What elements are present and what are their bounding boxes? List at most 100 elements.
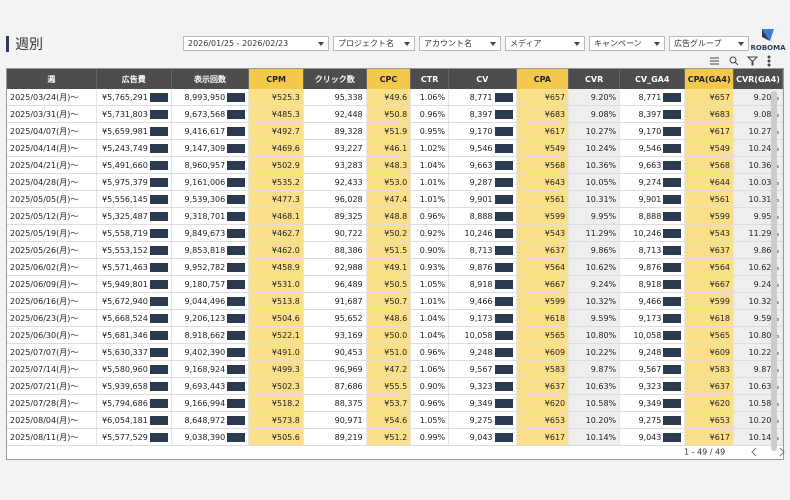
cell-value: 0.96% (419, 109, 446, 119)
cell-value: 2025/06/02(月)～ (10, 262, 79, 272)
table-cell: 10.80% (733, 326, 783, 344)
cell-value: ¥549 (709, 143, 731, 153)
cell-value: 96,969 (334, 364, 363, 374)
table-cell: ¥49.6 (366, 89, 412, 106)
filter-dropdown[interactable]: 広告グループ (669, 36, 749, 51)
cell-value: 1.02% (419, 143, 446, 153)
cell-bar (494, 330, 513, 340)
cell-value: ¥5,580,960 (102, 364, 148, 374)
cell-value: 9,402,390 (184, 347, 226, 357)
table-cell: ¥531.0 (248, 275, 304, 293)
cell-value: 9,147,309 (184, 143, 226, 153)
menu-icon[interactable] (767, 55, 771, 67)
table-cell: 0.90% (410, 377, 450, 395)
cell-bar (227, 160, 246, 170)
cell-value: 1.06% (419, 364, 446, 374)
table-cell: 10.14% (568, 428, 621, 446)
table-cell: 8,713 (448, 241, 517, 259)
cell-value: ¥46.1 (384, 143, 408, 153)
table-cell: ¥637 (516, 241, 570, 259)
column-header[interactable]: CVR (568, 69, 621, 89)
table-cell: 93,227 (303, 139, 367, 157)
cell-bar (227, 126, 246, 136)
cell-value: ¥5,571,463 (102, 262, 148, 272)
cell-value: 90,971 (334, 415, 363, 425)
cell-value: 10.36% (585, 160, 617, 170)
cell-bar (663, 313, 682, 323)
table-cell: 10.27% (568, 122, 621, 140)
column-header[interactable]: CPA (516, 69, 570, 89)
cell-value: 2025/03/24(月)～ (10, 92, 79, 102)
cell-value: ¥53.7 (384, 398, 408, 408)
column-header[interactable]: CPM (248, 69, 304, 89)
table-cell: 89,325 (303, 207, 367, 225)
cell-bar (494, 92, 513, 102)
cell-value: ¥48.6 (384, 313, 408, 323)
table-cell: 10.36% (568, 156, 621, 174)
column-header[interactable]: CPC (366, 69, 412, 89)
cell-value: ¥617 (709, 126, 731, 136)
table-cell: ¥51.2 (366, 428, 412, 446)
column-header[interactable]: クリック数 (303, 69, 367, 89)
cell-value: ¥653 (709, 415, 731, 425)
table-cell: 8,993,950 (171, 89, 250, 106)
column-header[interactable]: 広告費 (96, 69, 172, 89)
column-header[interactable]: 週 (7, 69, 97, 89)
table-cell: 10.80% (568, 326, 621, 344)
cell-value: 11.29% (585, 228, 617, 238)
cell-value: 9,287 (469, 177, 493, 187)
table-cell: 95,652 (303, 309, 367, 327)
cell-bar (494, 177, 513, 187)
table-cell: 2025/05/19(月)～ (7, 224, 97, 242)
cell-value: 10.27% (585, 126, 617, 136)
table-cell: ¥543 (684, 224, 735, 242)
next-page[interactable] (779, 447, 785, 457)
filter-icon[interactable] (746, 56, 759, 66)
cell-value: ¥525.3 (271, 92, 300, 102)
cell-value: ¥5,558,719 (102, 228, 148, 238)
cell-value: 9,349 (638, 398, 662, 408)
cell-value: 9,044,496 (184, 296, 226, 306)
cell-value: ¥618 (709, 313, 731, 323)
prev-page[interactable] (751, 447, 757, 457)
cell-value: 9,206,123 (184, 313, 226, 323)
filter-dropdown[interactable]: プロジェクト名 (333, 36, 415, 51)
table-cell: 2025/03/24(月)～ (7, 89, 97, 106)
cell-value: ¥543 (544, 228, 566, 238)
filter-dropdown[interactable]: 2026/01/25 - 2026/02/23 (183, 36, 329, 51)
cell-value: 89,328 (334, 126, 363, 136)
table-row: 2025/04/28(月)～ ¥5,975,379 9,161,006 ¥535.2 9… (7, 173, 783, 191)
table-row: 2025/05/26(月)～ ¥5,553,152 9,853,818 ¥462.0 8… (7, 241, 783, 259)
table-cell: 1.06% (410, 89, 450, 106)
cell-value: ¥50.5 (384, 279, 408, 289)
scrollbar[interactable] (771, 91, 777, 451)
cell-bar (149, 194, 168, 204)
search-icon[interactable] (729, 56, 739, 66)
cell-value: ¥5,491,660 (102, 160, 148, 170)
cell-bar (494, 415, 513, 425)
cell-value: 96,028 (334, 194, 363, 204)
filter-dropdown[interactable]: アカウント名 (419, 36, 501, 51)
column-header[interactable]: CPA(GA4) (684, 69, 735, 89)
cell-value: 9,663 (638, 160, 662, 170)
column-header[interactable]: 表示回数 (171, 69, 250, 89)
table-row: 2025/06/23(月)～ ¥5,668,524 9,206,123 ¥504.6 9… (7, 309, 783, 327)
column-header[interactable]: CTR (410, 69, 450, 89)
pager-arrows (751, 447, 785, 457)
settings-icon[interactable] (710, 57, 719, 65)
filter-dropdown[interactable]: キャンペーン (589, 36, 665, 51)
table-cell: 0.93% (410, 258, 450, 276)
table-cell: 9,275 (448, 411, 517, 429)
table-cell: 1.02% (410, 139, 450, 157)
column-header[interactable]: CV (448, 69, 517, 89)
cell-bar (663, 126, 682, 136)
column-header[interactable]: CVR(GA4) (733, 69, 783, 89)
cell-value: ¥5,577,529 (102, 432, 148, 442)
filter-dropdown[interactable]: メディア (505, 36, 585, 51)
column-header[interactable]: CV_GA4 (619, 69, 686, 89)
cell-value: ¥518.2 (271, 398, 300, 408)
table-cell: ¥643 (516, 173, 570, 191)
cell-bar (149, 211, 168, 221)
cell-value: 2025/07/21(月)～ (10, 381, 79, 391)
table-cell: 1.04% (410, 156, 450, 174)
